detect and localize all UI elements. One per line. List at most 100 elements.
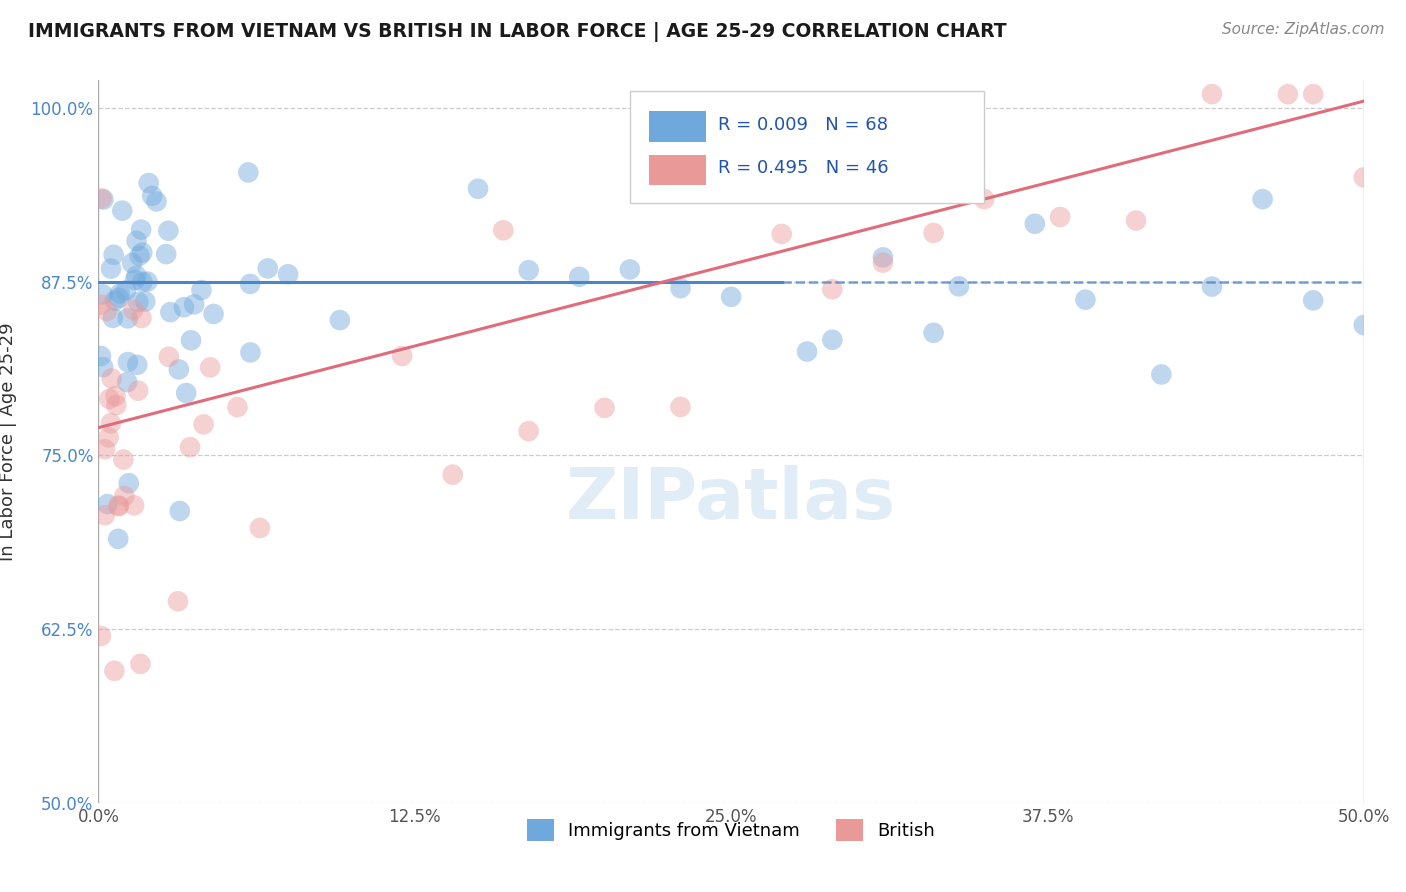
Point [619, 262, 641, 277]
Point [190, 283, 212, 297]
Point [593, 401, 616, 415]
Point [180, 334, 202, 348]
Point [100, 261, 122, 276]
Point [100, 371, 122, 385]
Point [127, 358, 149, 372]
Point [872, 255, 894, 269]
Point [127, 384, 149, 398]
Point [329, 313, 352, 327]
Point [1251, 192, 1274, 206]
Point [108, 291, 131, 305]
FancyBboxPatch shape [630, 91, 984, 203]
Point [1302, 87, 1324, 102]
Point [145, 194, 167, 209]
Point [467, 182, 489, 196]
Point [256, 261, 278, 276]
Point [391, 349, 413, 363]
Point [90, 349, 112, 363]
Point [90, 191, 112, 205]
Point [112, 489, 135, 503]
Point [104, 293, 127, 308]
Point [669, 281, 692, 295]
Point [124, 273, 146, 287]
Point [111, 203, 134, 218]
Point [138, 176, 160, 190]
Point [117, 311, 139, 326]
Point [117, 355, 139, 369]
Point [669, 400, 692, 414]
Point [174, 386, 197, 401]
Point [770, 227, 793, 241]
Point [131, 310, 153, 325]
FancyBboxPatch shape [648, 112, 706, 142]
Point [136, 275, 159, 289]
Point [134, 294, 156, 309]
Point [948, 279, 970, 293]
Point [94, 442, 117, 457]
Point [1277, 87, 1299, 102]
FancyBboxPatch shape [648, 154, 706, 185]
Point [173, 300, 195, 314]
Point [159, 305, 181, 319]
Point [1201, 279, 1223, 293]
Point [202, 307, 225, 321]
Point [112, 452, 135, 467]
Point [127, 295, 149, 310]
Point [125, 234, 148, 248]
Point [91, 360, 114, 375]
Y-axis label: In Labor Force | Age 25-29: In Labor Force | Age 25-29 [0, 322, 17, 561]
Point [157, 350, 180, 364]
Point [973, 192, 995, 206]
Point [107, 499, 129, 513]
Point [200, 360, 222, 375]
Point [1302, 293, 1324, 308]
Text: Source: ZipAtlas.com: Source: ZipAtlas.com [1222, 22, 1385, 37]
Point [1024, 217, 1046, 231]
Point [108, 286, 131, 301]
Point [98, 392, 121, 406]
Point [121, 256, 143, 270]
Point [103, 248, 125, 262]
Point [796, 344, 818, 359]
Point [115, 284, 138, 298]
Point [94, 508, 117, 523]
Point [1049, 210, 1071, 224]
Point [179, 440, 201, 454]
Point [167, 594, 190, 608]
Point [103, 664, 125, 678]
Point [169, 504, 191, 518]
Point [97, 430, 120, 444]
Point [118, 476, 141, 491]
Point [115, 375, 138, 389]
Point [1353, 318, 1375, 332]
Legend: Immigrants from Vietnam, British: Immigrants from Vietnam, British [520, 812, 942, 848]
Point [821, 333, 844, 347]
Point [157, 224, 180, 238]
Point [193, 417, 215, 432]
Point [922, 226, 945, 240]
Text: R = 0.495   N = 46: R = 0.495 N = 46 [718, 160, 889, 178]
Point [125, 268, 148, 283]
Point [93, 193, 115, 207]
Point [122, 302, 145, 317]
Point [720, 290, 742, 304]
Point [96, 497, 118, 511]
Point [101, 310, 124, 325]
Point [167, 362, 190, 376]
Point [277, 267, 299, 281]
Point [238, 165, 260, 179]
Point [107, 499, 129, 513]
Text: R = 0.009   N = 68: R = 0.009 N = 68 [718, 116, 889, 134]
Point [100, 417, 122, 431]
Point [441, 467, 464, 482]
Point [183, 297, 205, 311]
Point [131, 245, 153, 260]
Point [517, 424, 540, 438]
Point [1201, 87, 1223, 102]
Point [155, 247, 177, 261]
Point [96, 304, 118, 318]
Point [129, 657, 152, 671]
Point [239, 277, 262, 291]
Point [568, 269, 591, 284]
Point [226, 400, 249, 414]
